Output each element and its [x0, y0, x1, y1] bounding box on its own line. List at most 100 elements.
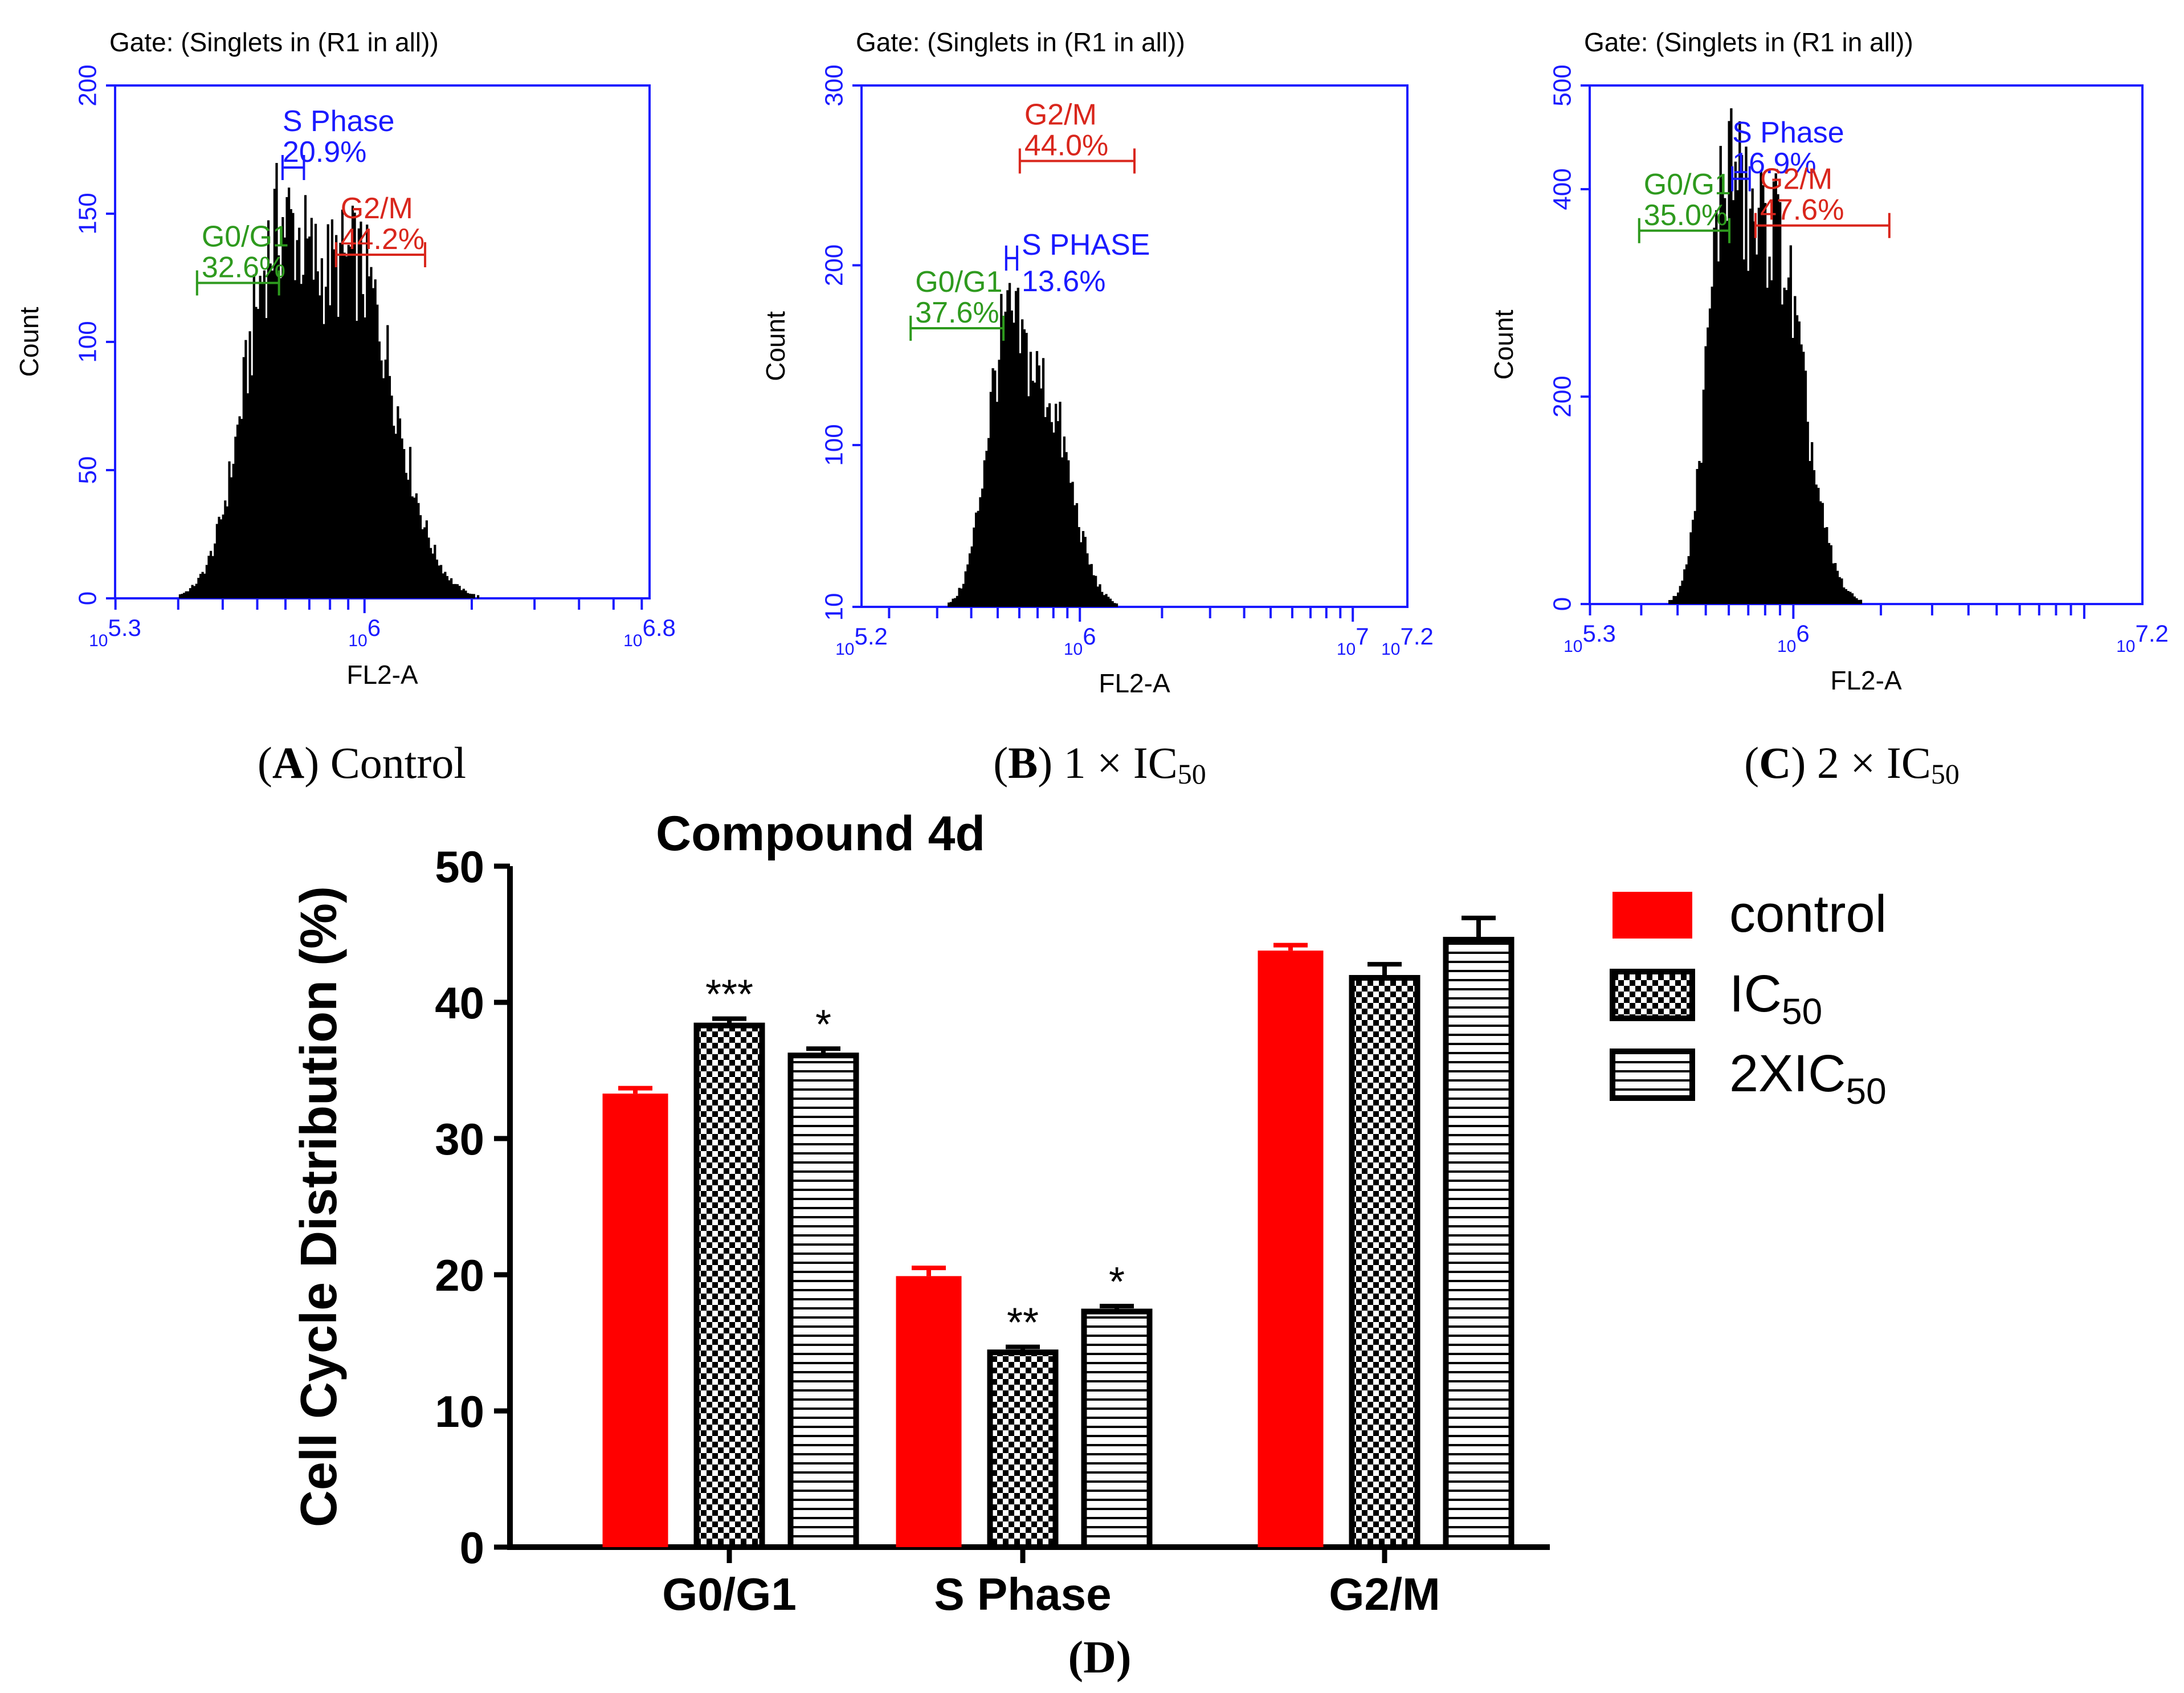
x-tick-label: 106	[1777, 620, 1810, 656]
histogram-bar	[211, 556, 214, 598]
histogram-bar	[319, 295, 321, 598]
histogram-bar	[380, 360, 383, 598]
histogram-bar	[1859, 599, 1863, 604]
histogram-bar	[1747, 271, 1750, 604]
histogram-bar	[398, 418, 402, 598]
histogram-bar	[314, 223, 317, 599]
histogram-bar	[1048, 403, 1051, 607]
bar	[1443, 937, 1514, 1550]
histogram-bar	[252, 274, 255, 599]
histogram-bar	[288, 187, 291, 598]
histogram-bar	[417, 503, 420, 598]
histogram-bar	[1115, 603, 1118, 607]
legend-label: control	[1729, 885, 1887, 943]
histogram-bar	[1707, 327, 1709, 604]
histogram-bar	[1676, 592, 1680, 604]
histogram-bar	[1783, 287, 1786, 605]
histogram-bar	[1094, 576, 1097, 607]
x-tick-label: 105.3	[89, 614, 141, 650]
histogram-bar	[1103, 595, 1106, 607]
histogram-bar	[277, 255, 280, 598]
histogram-bar	[427, 537, 430, 598]
x-tick-label: 105.2	[835, 623, 888, 659]
histogram-bar	[401, 438, 403, 598]
histogram-bar	[376, 304, 379, 598]
histogram-bar	[987, 438, 990, 607]
histogram-bar	[335, 235, 338, 599]
histogram-bar	[1844, 589, 1848, 604]
histogram-bar	[429, 548, 432, 598]
histogram-bar	[1027, 396, 1030, 607]
histogram-bar	[464, 590, 467, 598]
histogram-bar	[228, 461, 231, 598]
histogram-bar	[191, 585, 194, 598]
histogram-bar	[960, 588, 963, 607]
histogram-bar	[209, 550, 213, 598]
histogram-bar	[421, 529, 424, 598]
gate-value: 20.9%	[283, 136, 366, 169]
gate-value: 13.6%	[1022, 265, 1105, 298]
gate-value: 32.6%	[202, 251, 285, 284]
histogram-bar	[1742, 259, 1745, 605]
histogram-bar	[1760, 171, 1762, 604]
histogram-bar	[446, 576, 449, 598]
panel-caption: (C) 2 × IC50	[1744, 738, 1960, 790]
histogram-bar	[310, 218, 313, 598]
histogram-bar	[226, 506, 229, 598]
gate-marker: G2/M47.6%	[1754, 163, 1891, 238]
histogram-bar	[1031, 381, 1034, 607]
histogram-bar	[1092, 575, 1095, 607]
histogram-bar	[979, 497, 982, 607]
histogram-bar	[218, 516, 221, 598]
histogram-bar	[1034, 382, 1036, 607]
histogram-bar	[1830, 545, 1832, 604]
histogram-bar	[1000, 293, 1003, 607]
histogram-bar	[263, 270, 266, 598]
histogram-bar	[1832, 563, 1835, 604]
histogram-bar	[425, 520, 428, 598]
histogram-bar	[468, 593, 471, 598]
histogram-bar	[232, 463, 235, 598]
histogram-bar	[1040, 388, 1043, 607]
histogram-bar	[1099, 584, 1101, 607]
histogram-bar	[440, 565, 443, 598]
histogram-bars	[178, 162, 480, 599]
histogram-bar	[251, 375, 254, 598]
histogram-bar	[378, 341, 381, 598]
histogram-bar	[1717, 261, 1720, 604]
histogram-bar	[998, 360, 1001, 607]
y-tick-label: 50	[435, 842, 484, 892]
histogram-bar	[1693, 511, 1697, 604]
gate-value: 44.2%	[341, 223, 424, 256]
histogram-bar	[1779, 202, 1782, 604]
histogram-bar	[390, 395, 393, 598]
histogram-bar	[364, 317, 366, 598]
histogram-bar	[347, 244, 350, 598]
gate-value: 47.6%	[1760, 194, 1844, 227]
histogram-bar	[224, 500, 227, 598]
histogram-bar	[1006, 290, 1009, 607]
plot-frame	[1589, 84, 2144, 605]
x-tick-label: G2/M	[1329, 1569, 1440, 1619]
plot-frame	[860, 84, 1409, 608]
histogram-panel-a: Gate: (Singlets in (R1 in all)) 0 50 100 150…	[14, 27, 676, 788]
histogram-bar	[1721, 178, 1724, 605]
histogram-bar	[382, 378, 385, 598]
histogram-bar	[1795, 315, 1799, 604]
histogram-bar	[968, 553, 971, 607]
x-axis-label: FL2-A	[1830, 666, 1902, 695]
y-tick-label: 200	[820, 244, 848, 286]
histogram-bar	[374, 279, 377, 599]
histogram-bar	[361, 294, 365, 598]
legend-swatch	[1610, 969, 1695, 1021]
histogram-bar	[197, 577, 200, 598]
histogram-bar	[368, 276, 370, 598]
significance-label: *	[815, 1002, 831, 1047]
histogram-bar	[1811, 442, 1814, 604]
histogram-bar	[343, 252, 346, 598]
bar	[1081, 1308, 1153, 1551]
histogram-bar	[413, 497, 416, 598]
histogram-bar	[1834, 563, 1837, 604]
x-tick-label: G0/G1	[662, 1569, 797, 1619]
